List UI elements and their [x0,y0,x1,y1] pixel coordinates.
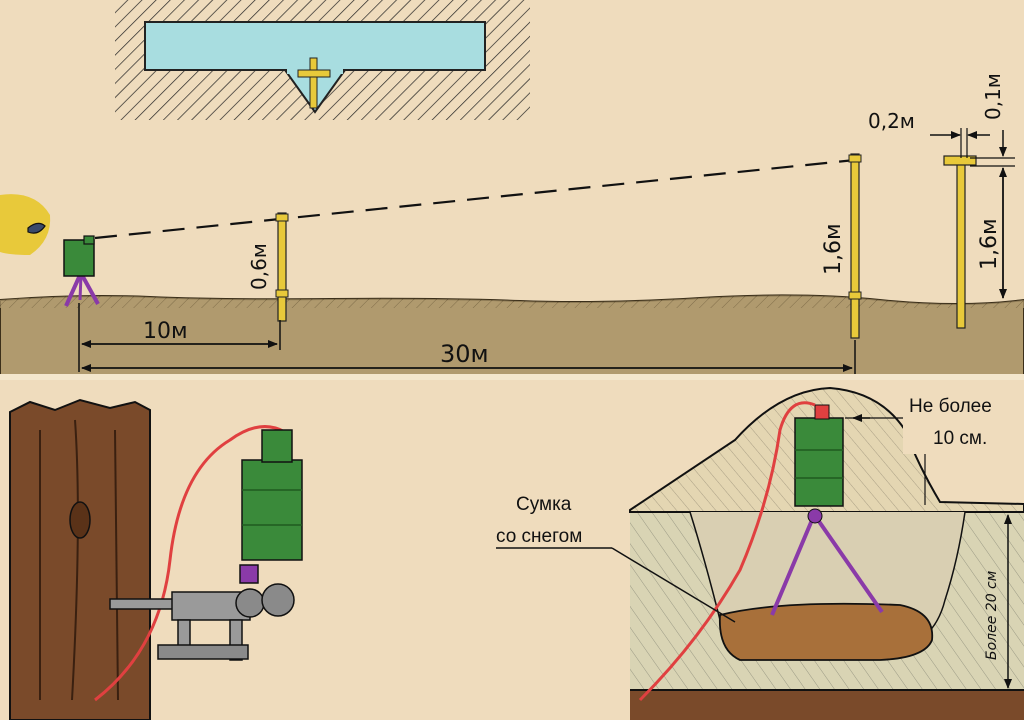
sensor-device-icon [63,235,95,277]
stake-1-6m-a [848,153,862,339]
label-bag-1: Сумка [516,494,572,515]
label-dist-30: 30м [440,340,489,368]
label-bag-2: со снегом [496,526,582,547]
label-height-1-6-b: 1,6м [977,218,1002,270]
sensor-device-icon [239,429,303,584]
tripod-icon [770,508,884,616]
sensor-device-icon [794,404,844,507]
cross-icon [297,57,331,109]
wire-right [638,401,816,702]
sign-hatched-block [115,0,530,120]
label-offset-0-1: 0,1м [981,73,1005,120]
bag-leader [611,547,736,623]
snow-bag [718,602,934,661]
wire-left [94,425,286,702]
eye-icon [0,194,51,255]
label-not-more: Не более [909,396,992,417]
label-dist-10: 10м [143,319,188,344]
tree-trunk [9,398,151,720]
clamp-icon [109,583,295,661]
label-depth: Более 20 см [984,570,1000,660]
top-ground [0,294,1024,380]
stake-1-6m-b [943,155,977,329]
label-box [903,392,1021,454]
label-height-0-6: 0,6м [247,243,271,290]
label-offset-0-2: 0,2м [868,109,915,133]
label-height-1-6-a: 1,6м [821,223,846,275]
stake-0-6m [275,212,289,322]
label-10cm: 10 см. [933,428,987,449]
tripod-icon [64,274,100,307]
sight-line [94,158,856,240]
